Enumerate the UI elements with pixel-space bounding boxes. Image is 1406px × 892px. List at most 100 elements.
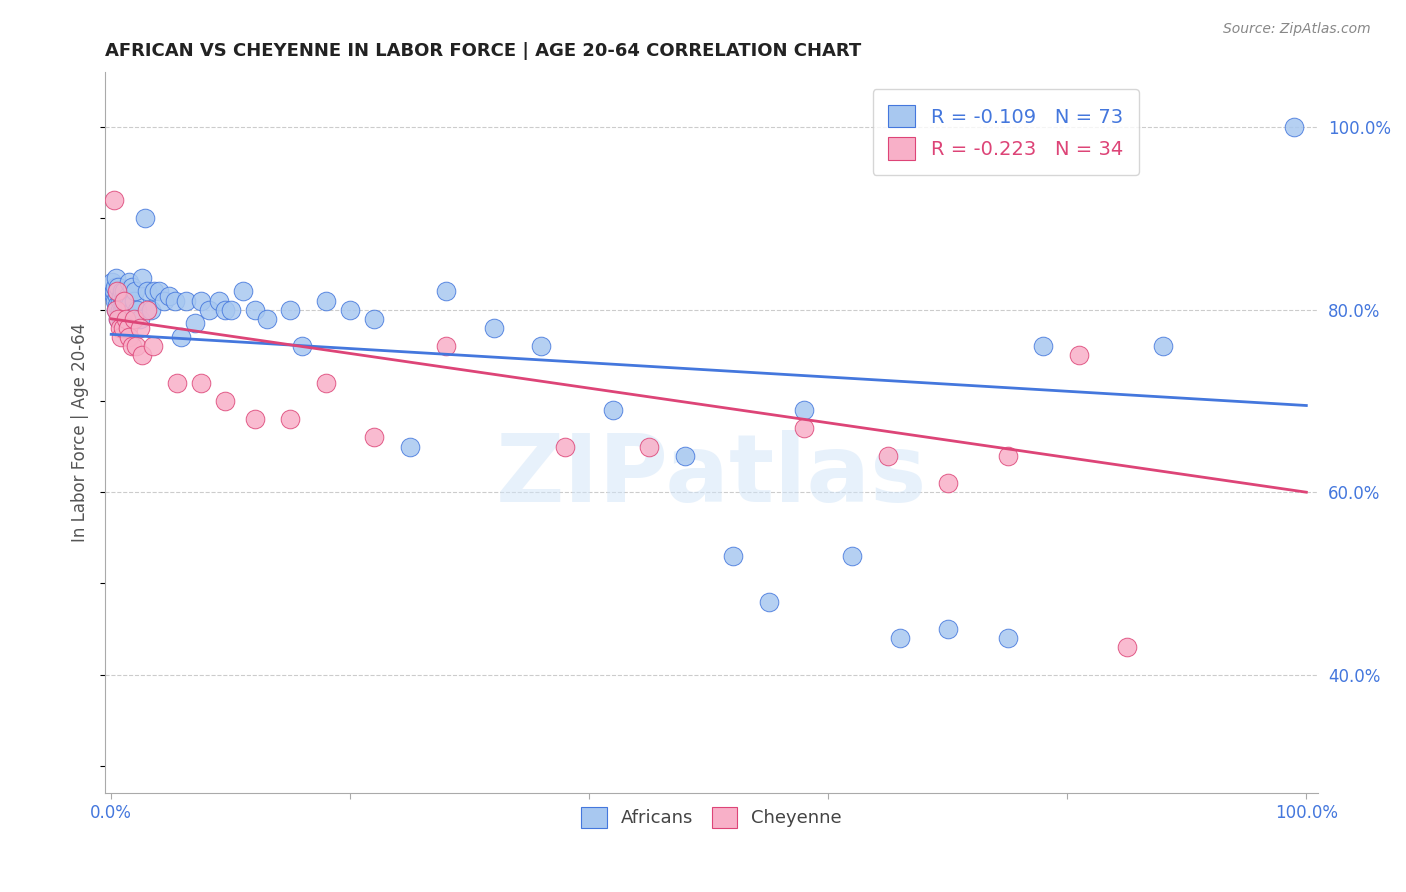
Point <box>877 449 900 463</box>
Point <box>758 595 780 609</box>
Point <box>997 449 1019 463</box>
Point <box>280 302 302 317</box>
Point <box>107 280 129 294</box>
Point <box>122 311 145 326</box>
Point <box>104 293 127 308</box>
Point <box>112 321 135 335</box>
Point <box>131 270 153 285</box>
Point <box>243 302 266 317</box>
Point <box>134 211 156 226</box>
Point <box>256 311 278 326</box>
Point <box>315 376 337 390</box>
Point <box>107 311 129 326</box>
Point <box>169 330 191 344</box>
Point <box>363 430 385 444</box>
Point <box>114 302 136 317</box>
Point <box>243 412 266 426</box>
Point <box>136 285 159 299</box>
Point <box>190 376 212 390</box>
Point <box>128 311 150 326</box>
Point <box>219 302 242 317</box>
Point <box>104 302 127 317</box>
Point <box>112 285 135 299</box>
Point <box>112 298 135 312</box>
Point <box>111 285 134 299</box>
Point <box>110 311 132 326</box>
Point <box>107 311 129 326</box>
Point <box>721 549 744 563</box>
Point <box>110 330 132 344</box>
Legend: Africans, Cheyenne: Africans, Cheyenne <box>574 799 849 835</box>
Point <box>103 193 125 207</box>
Point <box>214 302 236 317</box>
Y-axis label: In Labor Force | Age 20-64: In Labor Force | Age 20-64 <box>72 323 89 542</box>
Point <box>108 321 131 335</box>
Point <box>117 321 139 335</box>
Point <box>142 339 165 353</box>
Point <box>112 302 135 317</box>
Point <box>128 321 150 335</box>
Point <box>673 449 696 463</box>
Text: Source: ZipAtlas.com: Source: ZipAtlas.com <box>1223 22 1371 37</box>
Point <box>124 285 146 299</box>
Point <box>793 403 815 417</box>
Point <box>108 302 131 317</box>
Point <box>1152 339 1174 353</box>
Point <box>163 293 186 308</box>
Point <box>120 298 142 312</box>
Point <box>125 339 148 353</box>
Point <box>190 293 212 308</box>
Point <box>997 631 1019 645</box>
Point <box>139 302 162 317</box>
Point <box>198 302 221 317</box>
Point <box>115 307 138 321</box>
Point <box>482 321 505 335</box>
Point <box>118 330 141 344</box>
Point <box>110 289 132 303</box>
Point <box>121 302 143 317</box>
Point <box>136 302 159 317</box>
Point <box>143 285 166 299</box>
Point <box>889 631 911 645</box>
Point <box>232 285 254 299</box>
Point <box>841 549 863 563</box>
Point <box>638 440 661 454</box>
Point <box>936 476 959 491</box>
Point <box>280 412 302 426</box>
Point <box>131 348 153 362</box>
Point <box>112 293 135 308</box>
Point <box>793 421 815 435</box>
Point <box>1116 640 1139 655</box>
Point <box>936 622 959 636</box>
Point <box>104 302 127 317</box>
Point <box>152 293 174 308</box>
Point <box>1032 339 1054 353</box>
Point <box>127 302 149 317</box>
Point <box>434 339 457 353</box>
Point <box>122 293 145 308</box>
Point <box>554 440 576 454</box>
Point <box>105 289 128 303</box>
Text: AFRICAN VS CHEYENNE IN LABOR FORCE | AGE 20-64 CORRELATION CHART: AFRICAN VS CHEYENNE IN LABOR FORCE | AGE… <box>105 42 862 60</box>
Point <box>1284 120 1306 135</box>
Point <box>111 302 134 317</box>
Point <box>101 275 124 289</box>
Point <box>108 293 131 308</box>
Point <box>114 311 136 326</box>
Point <box>184 317 207 331</box>
Point <box>339 302 361 317</box>
Point <box>121 280 143 294</box>
Point <box>105 298 128 312</box>
Point <box>121 339 143 353</box>
Point <box>166 376 188 390</box>
Point <box>399 440 422 454</box>
Point <box>103 289 125 303</box>
Point <box>214 393 236 408</box>
Point <box>1069 348 1091 362</box>
Point <box>105 285 128 299</box>
Point <box>157 289 180 303</box>
Point <box>315 293 337 308</box>
Point <box>530 339 553 353</box>
Point <box>104 280 127 294</box>
Point <box>363 311 385 326</box>
